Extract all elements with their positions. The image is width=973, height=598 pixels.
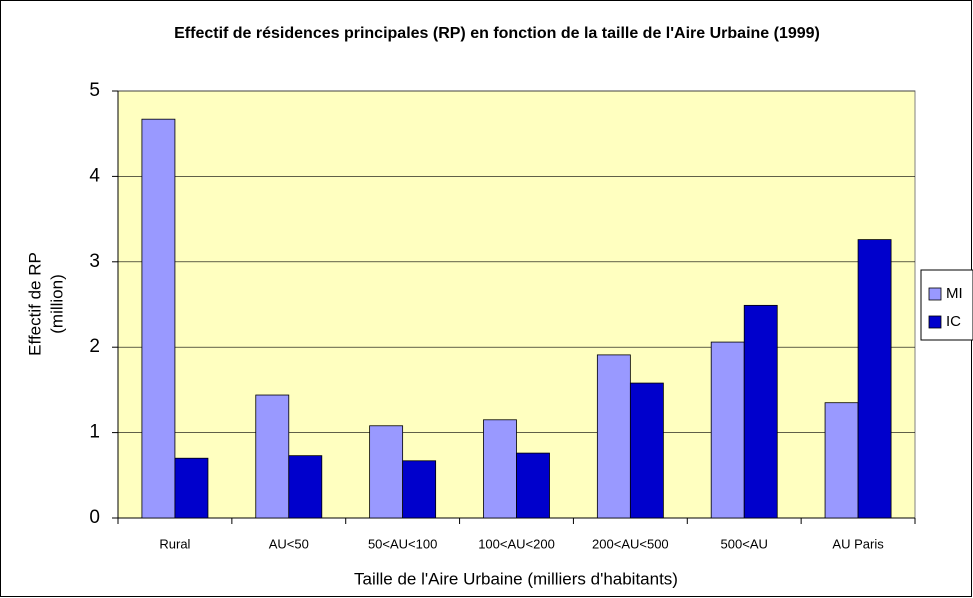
bar (174, 457, 209, 519)
x-tick-label: 100<AU<200 (478, 536, 555, 551)
y-tick-label: 5 (89, 80, 100, 101)
bar (141, 118, 176, 519)
bar (743, 304, 778, 519)
y-tick-label: 3 (89, 251, 100, 272)
x-tick-label: 200<AU<500 (592, 536, 669, 551)
y-tick-label: 4 (89, 165, 100, 186)
bar (369, 425, 404, 519)
legend-swatch (928, 315, 942, 329)
bar (857, 239, 892, 519)
bar (629, 382, 664, 519)
bar (710, 341, 745, 519)
y-axis-label: (million) (47, 274, 66, 334)
legend-label: IC (946, 313, 961, 330)
legend-label: MI (946, 285, 963, 302)
x-tick-label: 500<AU (721, 536, 768, 551)
x-axis-label: Taille de l'Aire Urbaine (milliers d'hab… (354, 569, 678, 588)
legend-swatch (928, 287, 942, 301)
x-tick-label: Rural (159, 536, 190, 551)
bar (824, 402, 859, 519)
x-tick-label: 50<AU<100 (368, 536, 437, 551)
bar (255, 394, 290, 519)
y-axis-label: Effectif de RP (25, 252, 44, 356)
bar (288, 455, 323, 519)
y-tick-label: 2 (89, 336, 100, 357)
x-tick-label: AU<50 (269, 536, 309, 551)
y-tick-label: 1 (89, 422, 100, 443)
bar (596, 354, 631, 519)
bar (516, 452, 550, 519)
chart-title: Effectif de résidences principales (RP) … (174, 25, 820, 42)
x-tick-label: AU Paris (832, 536, 884, 551)
y-tick-label: 0 (89, 507, 100, 528)
bar (402, 460, 437, 519)
bar (483, 419, 517, 519)
